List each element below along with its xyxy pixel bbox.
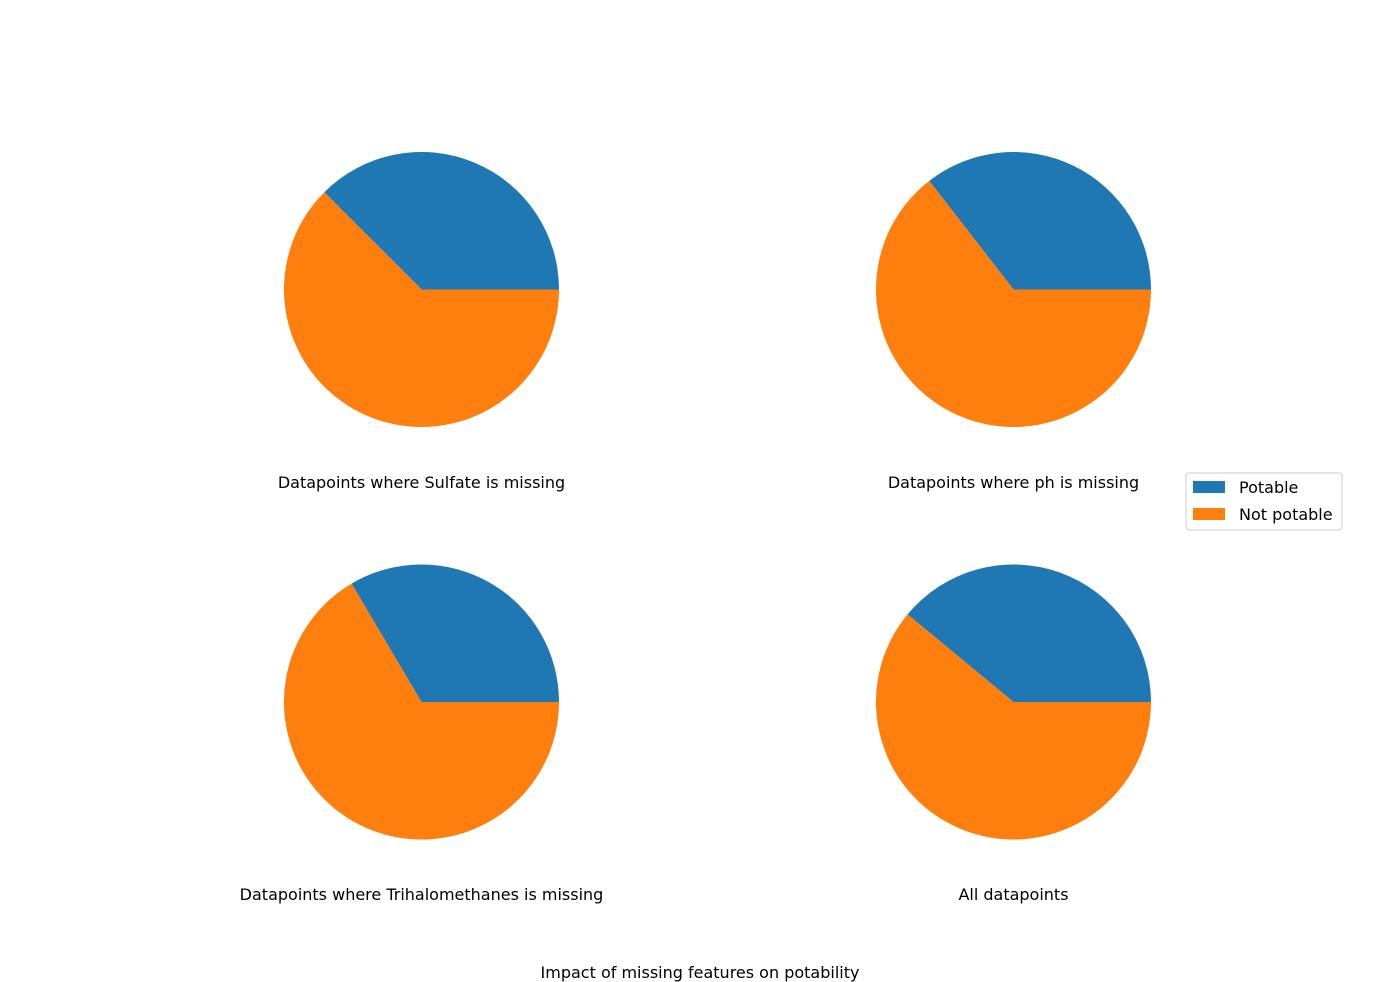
pie-chart-4: All datapoints xyxy=(875,564,1151,904)
pie-slice-not-potable xyxy=(283,583,559,840)
pie-title: All datapoints xyxy=(958,885,1068,904)
pie-slice-potable xyxy=(351,564,559,702)
pie-slice-potable xyxy=(324,151,559,290)
pie-chart-2: Datapoints where ph is missing xyxy=(876,151,1151,492)
pie-title: Datapoints where Sulfate is missing xyxy=(278,473,565,492)
legend-swatch-not-potable xyxy=(1193,508,1225,520)
pie-slice-potable xyxy=(907,564,1151,702)
pie-slice-not-potable xyxy=(875,614,1151,840)
pie-chart-3: Datapoints where Trihalomethanes is miss… xyxy=(240,564,604,904)
pie-slice-potable xyxy=(929,151,1151,290)
figure-caption: Impact of missing features on potability xyxy=(541,963,860,982)
legend-label-potable: Potable xyxy=(1239,478,1298,497)
pie-title: Datapoints where ph is missing xyxy=(888,473,1139,492)
pie-grid: Datapoints where Sulfate is missing Datap… xyxy=(240,151,1151,904)
legend-swatch-potable xyxy=(1193,481,1225,493)
pie-chart-1: Datapoints where Sulfate is missing xyxy=(278,151,565,492)
legend: Potable Not potable xyxy=(1185,472,1343,531)
pie-slice-not-potable xyxy=(284,192,559,427)
pie-title: Datapoints where Trihalomethanes is miss… xyxy=(240,885,604,904)
pie-slice-not-potable xyxy=(876,180,1151,427)
legend-label-not-potable: Not potable xyxy=(1239,505,1333,524)
